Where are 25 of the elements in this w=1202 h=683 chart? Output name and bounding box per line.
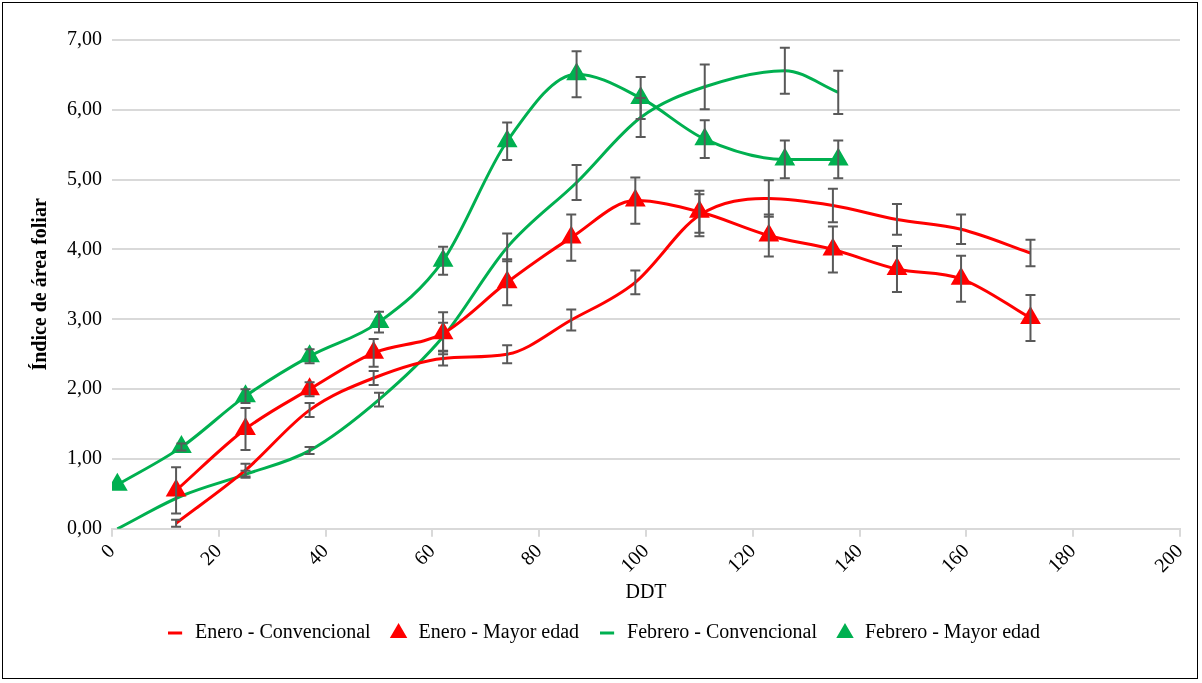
x-tick-label: 60 (409, 539, 439, 569)
x-tick-label: 0 (95, 539, 119, 562)
y-tick-label: 2,00 (67, 376, 102, 399)
y-tick-label: 4,00 (67, 236, 102, 259)
x-tick-label: 200 (1149, 539, 1187, 577)
legend-label: Enero - Convencional (195, 620, 372, 643)
x-tick-label: 180 (1042, 539, 1080, 577)
x-tick-label: 140 (829, 539, 867, 577)
y-tick-label: 5,00 (67, 166, 102, 189)
x-tick-label: 20 (195, 539, 226, 569)
y-tick-label: 3,00 (67, 306, 102, 329)
y-tick-label: 1,00 (67, 446, 102, 469)
y-tick-label: 7,00 (67, 27, 102, 50)
x-tick-label: 120 (722, 539, 760, 577)
x-tick-label: 80 (516, 539, 546, 569)
x-tick-label: 160 (936, 539, 973, 577)
y-tick-label: 6,00 (67, 97, 102, 120)
x-axis-title: DDT (625, 580, 667, 603)
x-tick-label: 40 (302, 539, 333, 569)
legend-label: Enero - Mayor edad (418, 620, 580, 644)
legend-label: Febrero - Convencional (627, 620, 818, 643)
x-tick-label: 100 (615, 539, 653, 577)
y-axis-title: Índice de área foliar (28, 198, 51, 371)
legend-label: Febrero - Mayor edad (865, 620, 1040, 644)
y-tick-label: 0,00 (67, 516, 102, 539)
